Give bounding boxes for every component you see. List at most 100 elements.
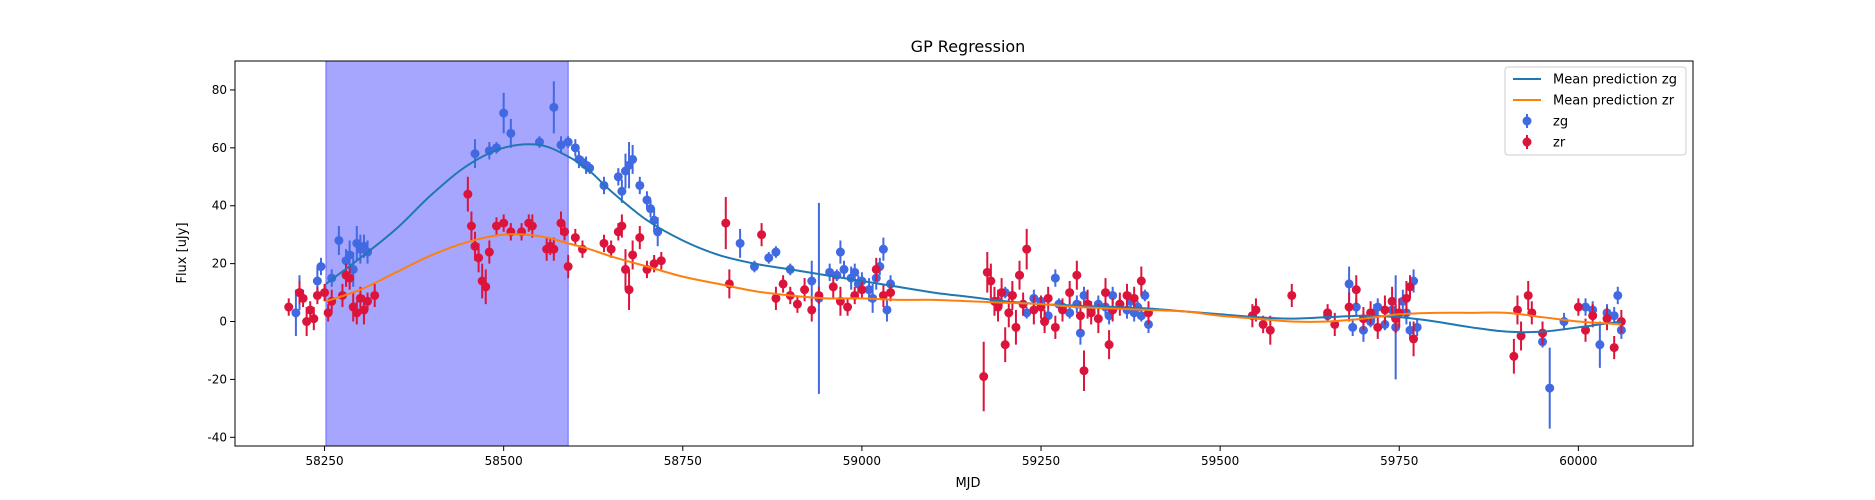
y-tick-label: 80 [212, 83, 227, 97]
point-zr [549, 244, 559, 254]
point-zg [1065, 308, 1075, 318]
point-zr [305, 305, 315, 315]
point-zr [606, 244, 616, 254]
point-zr [1079, 366, 1089, 376]
point-zr [757, 230, 767, 240]
point-zg [345, 250, 355, 260]
point-zr [1065, 288, 1075, 298]
point-zg [1348, 322, 1358, 332]
point-zr [1523, 290, 1533, 300]
y-tick-label: -40 [207, 430, 227, 444]
point-zr [363, 296, 373, 306]
point-zr [1380, 305, 1390, 315]
point-zr [1516, 331, 1526, 341]
point-zr [1265, 325, 1275, 335]
point-zr [1588, 311, 1598, 321]
point-zr [470, 241, 480, 251]
point-zr [800, 285, 810, 295]
point-zg [291, 308, 301, 318]
point-zg [1581, 302, 1591, 312]
point-zr [560, 227, 570, 237]
point-zg [735, 238, 745, 248]
legend-swatch-marker [1522, 116, 1532, 126]
point-zr [982, 267, 992, 277]
legend: Mean prediction zg Mean prediction zr zg zr [1504, 66, 1687, 156]
x-axis-label: MJD [955, 476, 980, 491]
y-tick-label: 0 [219, 315, 227, 329]
point-zr [320, 288, 330, 298]
point-zg [646, 204, 656, 214]
point-zg [1351, 302, 1361, 312]
point-zr [792, 299, 802, 309]
point-zr [1075, 311, 1085, 321]
point-zr [1405, 282, 1415, 292]
point-zg [1559, 317, 1569, 327]
point-zr [370, 290, 380, 300]
plot-frame [234, 60, 1694, 447]
point-zg [878, 244, 888, 254]
point-zr [556, 218, 566, 228]
point-zr [1287, 290, 1297, 300]
point-zg [613, 172, 623, 182]
point-zr [1015, 270, 1025, 280]
x-tick-label: 58500 [485, 454, 523, 468]
point-zr [617, 221, 627, 231]
point-zr [807, 305, 817, 315]
point-zg [312, 276, 322, 286]
point-zr [986, 276, 996, 286]
point-zg [563, 137, 573, 147]
mean-line-zg [325, 143, 1622, 334]
point-zr [599, 238, 609, 248]
point-zg [1609, 311, 1619, 321]
point-zr [828, 282, 838, 292]
point-zg [499, 108, 509, 118]
point-zg [1595, 340, 1605, 350]
y-axis-label: Flux [uJy] [175, 222, 190, 283]
point-zr [1602, 314, 1612, 324]
point-zr [721, 218, 731, 228]
point-zr [1538, 328, 1548, 338]
point-zg [882, 305, 892, 315]
point-zr [312, 290, 322, 300]
point-zr [527, 221, 537, 231]
point-zr [1104, 340, 1114, 350]
point-zr [878, 290, 888, 300]
point-zr [323, 308, 333, 318]
shaded-region [325, 61, 569, 446]
point-zr [484, 247, 494, 257]
x-tick-label: 60000 [1559, 454, 1597, 468]
point-zr [656, 256, 666, 266]
point-zr [492, 221, 502, 231]
point-zr [778, 279, 788, 289]
point-zr [993, 302, 1003, 312]
x-tick-label: 59000 [843, 454, 881, 468]
y-tick-label: 60 [212, 141, 227, 155]
point-zr [1387, 296, 1397, 306]
point-zr [871, 264, 881, 274]
point-zr [1401, 293, 1411, 303]
point-zr [1258, 319, 1268, 329]
point-zr [345, 273, 355, 283]
point-zr [1022, 244, 1032, 254]
plot-area: 58250 58500 58750 59000 59250 59500 59750 60000… [207, 60, 1694, 468]
point-zg [556, 140, 566, 150]
point-zr [635, 233, 645, 243]
point-zr [1344, 302, 1354, 312]
legend-swatch-marker [1522, 137, 1532, 147]
point-zg [1075, 328, 1085, 338]
point-zr [649, 259, 659, 269]
point-zr [298, 293, 308, 303]
point-zr [1351, 285, 1361, 295]
point-zg [1050, 273, 1060, 283]
point-zr [481, 282, 491, 292]
point-zr [499, 218, 509, 228]
point-zg [1412, 322, 1422, 332]
point-zg [1079, 290, 1089, 300]
point-zr [1004, 308, 1014, 318]
x-tick-label: 59500 [1201, 454, 1239, 468]
plot-interior [284, 61, 1626, 446]
point-zg [642, 195, 652, 205]
point-zr [628, 250, 638, 260]
point-zr [771, 293, 781, 303]
